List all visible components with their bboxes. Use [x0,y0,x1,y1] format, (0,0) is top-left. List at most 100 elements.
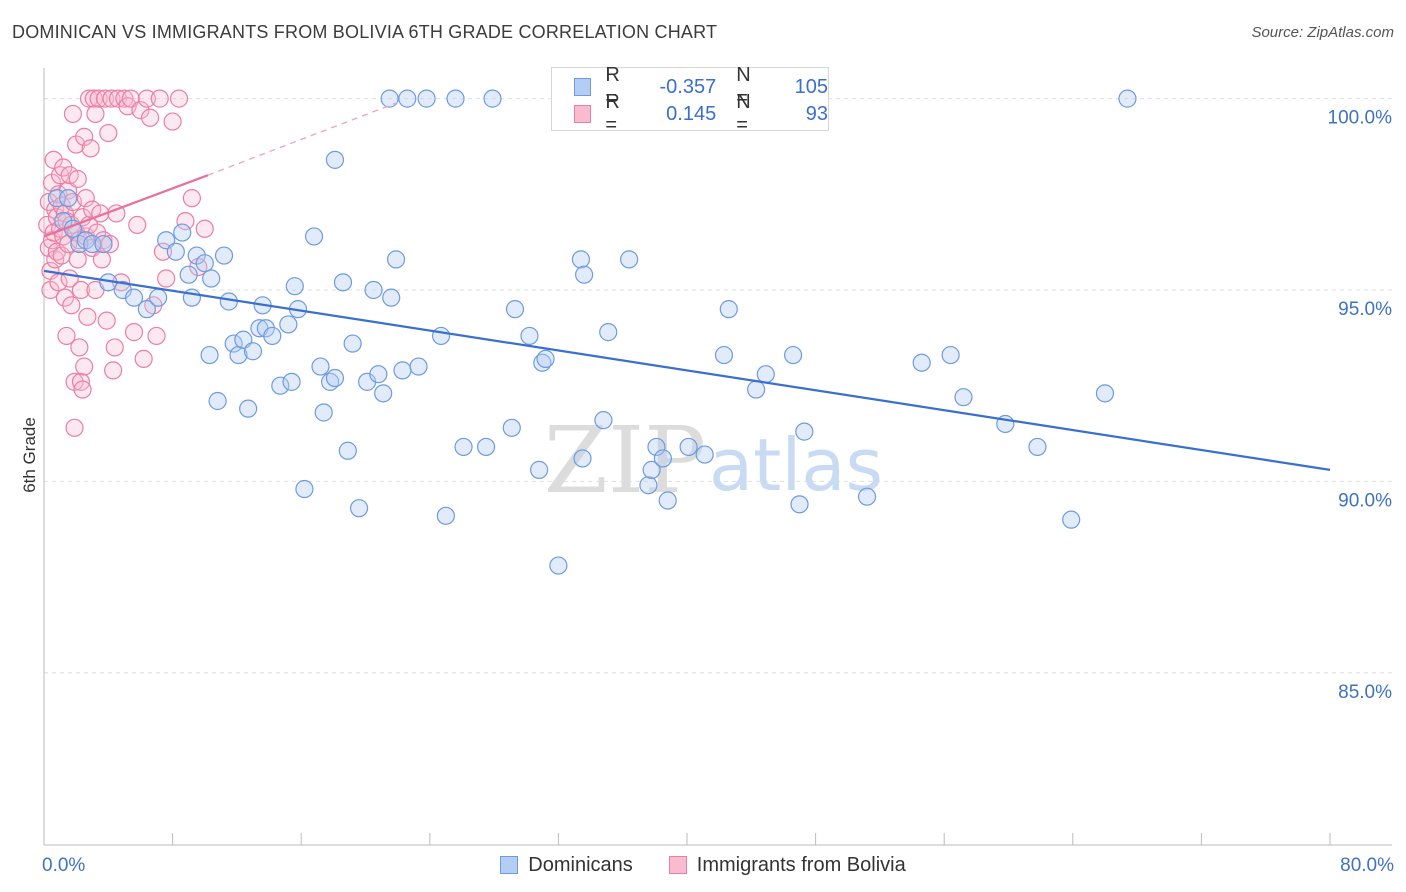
dominican-point [483,89,502,108]
x-tick-label: 0.0% [42,855,85,876]
bolivia-point [65,418,84,437]
dominican-point [173,223,192,242]
dominican-point [137,300,156,319]
bolivia-point [134,349,153,368]
bolivia-point [169,89,189,108]
dominican-point [386,250,406,269]
dominican-point [954,388,973,407]
bolivia-point [92,250,111,269]
dominican-point [658,491,677,510]
axes [43,68,1392,846]
dominican-point [349,499,369,518]
dominican-point [431,326,451,346]
dominican-point [599,323,618,342]
dominican-point [282,372,301,391]
bolivia-point [104,361,123,380]
bolivia-point [108,89,128,108]
dominican-point [719,300,738,319]
legend-item-bolivia[interactable]: Immigrants from Bolivia [668,854,906,877]
bolivia-point [100,234,120,254]
r-label: R = [605,64,620,109]
bolivia-point [140,108,160,127]
y-tick-label: 95.0% [1338,299,1392,320]
bolivia-point [105,338,124,357]
x-tick-labels: 0.0% 80.0% [42,855,1394,876]
dominican-point [417,89,436,108]
bolivia-point [71,372,91,391]
dominican-point [364,280,383,300]
dominican-point [208,391,227,411]
chart-title: DOMINICAN VS IMMIGRANTS FROM BOLIVIA 6TH… [12,22,718,42]
bolivia-point [79,89,99,108]
dominican-point [243,342,263,361]
stats-legend: R = -0.357 N = 105 R = 0.145 N = 93 [551,64,829,136]
n-label: N = [736,64,751,109]
legend-row-dominicans: R = -0.357 N = 105 [574,64,828,109]
y-tick-label: 90.0% [1338,490,1392,511]
dominican-point [179,265,198,284]
dominican-point [941,345,960,365]
dominican-point [642,460,661,479]
bolivia-point [153,242,173,261]
dominican-point [195,254,214,273]
bolivia-point [137,89,156,108]
dominican-point [1062,510,1081,529]
dominican-point [679,437,698,457]
bolivia-point [78,307,97,326]
bolivia-point [73,380,92,399]
dominican-point [393,361,412,380]
bolivia-point [176,212,195,231]
watermark-zip: ZIP [544,407,706,514]
dominican-point [380,89,399,108]
bolivia-point [95,89,115,108]
bolivia-point [75,127,94,146]
dominican-point [575,265,594,284]
dominican-point [436,506,455,525]
dominican-point [214,246,234,265]
watermark: ZIP atlas [544,407,883,514]
legend-label: Dominicans [528,853,633,876]
dominican-point [239,399,258,418]
bolivia-point [157,269,176,288]
dominican-point [1118,89,1137,108]
bolivia-point [71,280,91,300]
dominican-point [325,368,345,388]
dominican-point [454,437,473,457]
bolivia-point [63,104,83,124]
bolivia-point [131,101,150,120]
r-value: -0.357 [659,75,717,98]
dominican-point [279,315,298,334]
dominican-point [912,353,931,372]
dominican-point [369,365,388,384]
dominican-point [285,277,304,296]
dominican-point [549,556,568,575]
dominican-point [304,227,324,246]
bolivia-point [57,326,76,346]
x-tick-label: 80.0% [1340,855,1394,876]
bolivia-point [97,311,116,330]
dominican-point [756,365,775,384]
dominican-point [653,449,672,468]
blue-swatch [500,856,519,874]
dominican-point [520,326,539,346]
legend-item-dominicans[interactable]: Dominicans [500,853,633,877]
blue-swatch [574,78,592,96]
dominican-point [311,357,330,376]
y-axis-label: 6th Grade [20,417,39,493]
dominican-point [382,288,401,307]
dominican-point [747,380,766,399]
dominican-point [536,349,555,368]
bolivia-point [163,112,182,131]
y-tick-labels: 100.0% 95.0% 90.0% 85.0% [1328,108,1393,703]
dominican-point [571,250,591,269]
dominican-point [166,242,185,261]
dominican-point [224,334,243,353]
dominican-point [374,384,393,403]
dominicans-trend-line [43,269,1331,471]
bolivia-point [70,338,89,357]
pink-swatch [668,856,687,874]
bolivia-point [75,357,94,376]
bolivia-trend-line [43,174,209,238]
bolivia-point [128,215,147,235]
dominican-point [1028,437,1047,457]
